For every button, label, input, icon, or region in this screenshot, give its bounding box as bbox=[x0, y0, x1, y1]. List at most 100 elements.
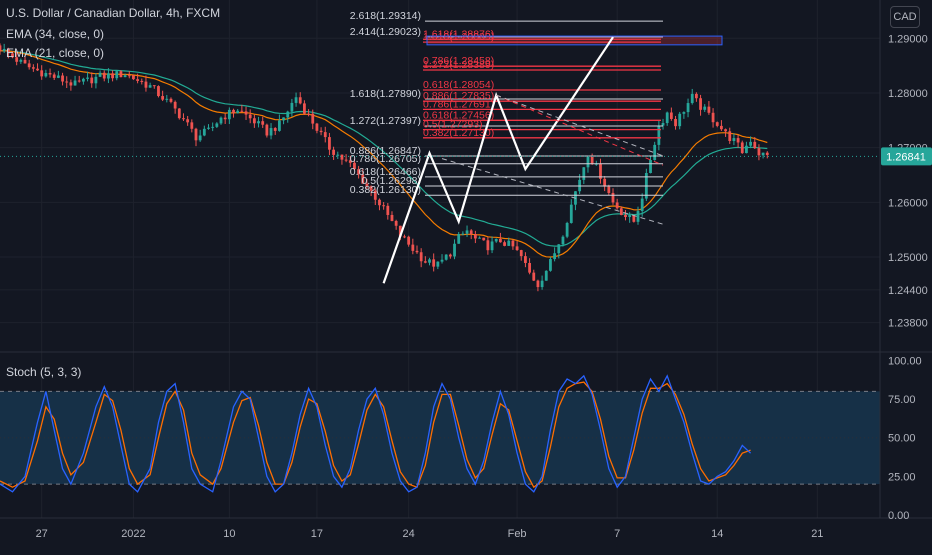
candle-body bbox=[657, 125, 661, 145]
candle-body bbox=[461, 233, 465, 235]
candle-body bbox=[674, 118, 677, 127]
candle-body bbox=[653, 144, 657, 161]
currency-button[interactable]: CAD bbox=[890, 6, 920, 28]
candle-body bbox=[6, 48, 10, 54]
candle-body bbox=[699, 98, 702, 110]
candle-body bbox=[323, 132, 327, 138]
candle-body bbox=[353, 162, 356, 170]
candle-body bbox=[453, 243, 456, 257]
last-price-tag bbox=[881, 147, 932, 166]
candle-body bbox=[311, 113, 315, 124]
candle-body bbox=[528, 262, 531, 273]
candle-body bbox=[240, 110, 244, 112]
symbol-title[interactable]: U.S. Dollar / Canadian Dollar, 4h, FXCM bbox=[6, 6, 221, 20]
candle-body bbox=[486, 240, 490, 251]
candle-body bbox=[444, 254, 448, 260]
candle-body bbox=[69, 82, 73, 86]
candle-body bbox=[411, 244, 415, 251]
last-price-label: 1.26841 bbox=[886, 151, 926, 163]
candle-body bbox=[340, 154, 344, 160]
candle-body bbox=[436, 261, 440, 267]
price-tick-label: 1.29000 bbox=[888, 33, 928, 45]
price-tick-label: 1.26000 bbox=[888, 197, 928, 209]
candle-body bbox=[207, 127, 210, 129]
stoch-legend[interactable]: Stoch (5, 3, 3) bbox=[6, 365, 82, 379]
candle-body bbox=[732, 138, 736, 141]
fib-red-level-label: 0.618(1.28054) bbox=[423, 79, 494, 91]
candle-body bbox=[31, 67, 35, 69]
candle-body bbox=[65, 81, 69, 83]
candle-body bbox=[690, 93, 694, 104]
candle-body bbox=[198, 135, 202, 141]
candle-body bbox=[478, 237, 481, 239]
candle-body bbox=[761, 152, 765, 156]
candle-body bbox=[319, 130, 323, 133]
candle-body bbox=[290, 102, 294, 112]
candle-body bbox=[419, 252, 423, 262]
candle-body bbox=[123, 75, 127, 78]
price-tick-label: 1.28000 bbox=[888, 88, 928, 100]
candle-body bbox=[682, 112, 686, 114]
candle-body bbox=[40, 70, 44, 77]
candle-body bbox=[415, 250, 419, 253]
candle-body bbox=[603, 178, 607, 187]
candle-body bbox=[394, 220, 398, 226]
candle-body bbox=[553, 253, 557, 260]
fib-level-label: 1.272(1.27397) bbox=[350, 115, 421, 127]
candle-body bbox=[90, 77, 94, 84]
candle-body bbox=[215, 123, 219, 127]
time-tick-label: 2022 bbox=[121, 528, 145, 540]
candle-body bbox=[148, 85, 152, 88]
candle-body bbox=[403, 236, 406, 238]
candle-body bbox=[186, 119, 190, 123]
time-tick-label: 27 bbox=[36, 528, 48, 540]
candle-body bbox=[632, 215, 636, 222]
candle-body bbox=[248, 114, 252, 119]
candle-body bbox=[273, 128, 277, 131]
candle-body bbox=[211, 126, 215, 128]
candle-body bbox=[599, 163, 602, 179]
ema21-legend[interactable]: EMA (21, close, 0) bbox=[6, 46, 105, 60]
candle-body bbox=[332, 149, 335, 155]
candle-body bbox=[307, 113, 310, 115]
fib-red-level-label: 1.618(1.28889) bbox=[423, 31, 494, 43]
stoch-tick-label: 25.00 bbox=[888, 471, 916, 483]
candle-body bbox=[56, 75, 60, 78]
candle-body bbox=[540, 280, 544, 288]
time-tick-label: 24 bbox=[403, 528, 415, 540]
fib-level-label: 2.414(1.29023) bbox=[350, 26, 421, 38]
candle-body bbox=[152, 85, 156, 87]
candle-body bbox=[507, 240, 511, 246]
candle-body bbox=[194, 128, 198, 141]
candle-body bbox=[144, 81, 148, 88]
candle-body bbox=[86, 77, 89, 79]
candle-body bbox=[465, 230, 469, 234]
candle-body bbox=[628, 215, 632, 218]
fib-red-level-label: 0.786(1.28458) bbox=[423, 55, 494, 67]
candle-body bbox=[382, 205, 386, 207]
candle-body bbox=[398, 225, 402, 237]
candle-body bbox=[703, 106, 707, 110]
price-tick-label: 1.24400 bbox=[888, 285, 928, 297]
price-tick-label: 1.25000 bbox=[888, 252, 928, 264]
stoch-d-line bbox=[0, 381, 751, 489]
candle-body bbox=[440, 259, 444, 262]
candle-body bbox=[720, 125, 723, 130]
ema34-legend[interactable]: EMA (34, close, 0) bbox=[6, 27, 105, 41]
candle-body bbox=[532, 272, 536, 281]
fib-red-level-label: 0.618(1.27456) bbox=[423, 109, 494, 121]
candle-body bbox=[265, 124, 269, 136]
candle-body bbox=[373, 190, 377, 200]
candle-body bbox=[736, 138, 740, 143]
candle-body bbox=[48, 73, 52, 75]
fib-red-level-label: 0.382(1.27130) bbox=[423, 127, 494, 139]
candle-body bbox=[515, 246, 519, 251]
candle-body bbox=[15, 57, 19, 62]
candle-body bbox=[303, 103, 306, 114]
stoch-tick-label: 50.00 bbox=[888, 433, 916, 445]
candle-body bbox=[386, 205, 390, 215]
candle-body bbox=[202, 128, 206, 136]
candle-body bbox=[661, 123, 665, 126]
candle-body bbox=[519, 250, 523, 257]
